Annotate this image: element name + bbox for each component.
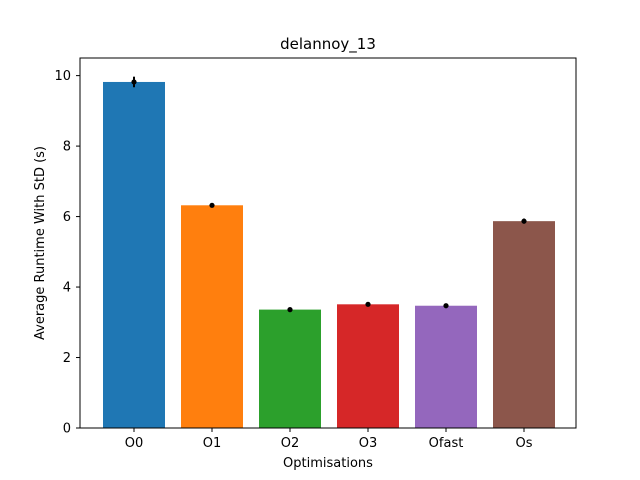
bar-o3 xyxy=(337,304,399,428)
plot-frame xyxy=(79,57,577,429)
error-point-os xyxy=(521,218,527,224)
bar-o2 xyxy=(259,309,321,428)
error-bars-layer xyxy=(131,76,527,313)
error-point-ofast xyxy=(443,303,449,309)
x-tick-label: O3 xyxy=(359,436,378,451)
y-tick-label: 10 xyxy=(54,69,71,84)
bar-o0 xyxy=(103,81,165,428)
y-tick-label: 6 xyxy=(63,210,71,225)
error-point-o0 xyxy=(131,79,137,85)
bar-o1 xyxy=(181,205,243,428)
x-tick-label: O0 xyxy=(125,436,144,451)
chart-title: delannoy_13 xyxy=(280,35,376,54)
x-axis-label: Optimisations xyxy=(283,456,373,471)
y-axis-label: Average Runtime With StD (s) xyxy=(33,146,48,340)
y-tick-label: 8 xyxy=(63,140,71,155)
y-tick-label: 4 xyxy=(63,281,71,296)
y-tick-label: 0 xyxy=(63,422,71,437)
error-point-o1 xyxy=(209,202,215,208)
y-axis: 0 2 4 6 8 10 xyxy=(54,69,80,437)
error-point-o3 xyxy=(365,301,371,307)
bars-layer xyxy=(103,81,555,428)
x-tick-label: O2 xyxy=(281,436,300,451)
bar-ofast xyxy=(415,305,477,428)
x-tick-label: O1 xyxy=(203,436,222,451)
y-tick-label: 2 xyxy=(63,351,71,366)
x-tick-label: Os xyxy=(515,436,532,451)
x-axis: O0 O1 O2 O3 Ofast Os xyxy=(125,428,533,451)
x-tick-label: Ofast xyxy=(429,436,464,451)
bar-os xyxy=(493,221,555,428)
error-point-o2 xyxy=(287,307,293,313)
